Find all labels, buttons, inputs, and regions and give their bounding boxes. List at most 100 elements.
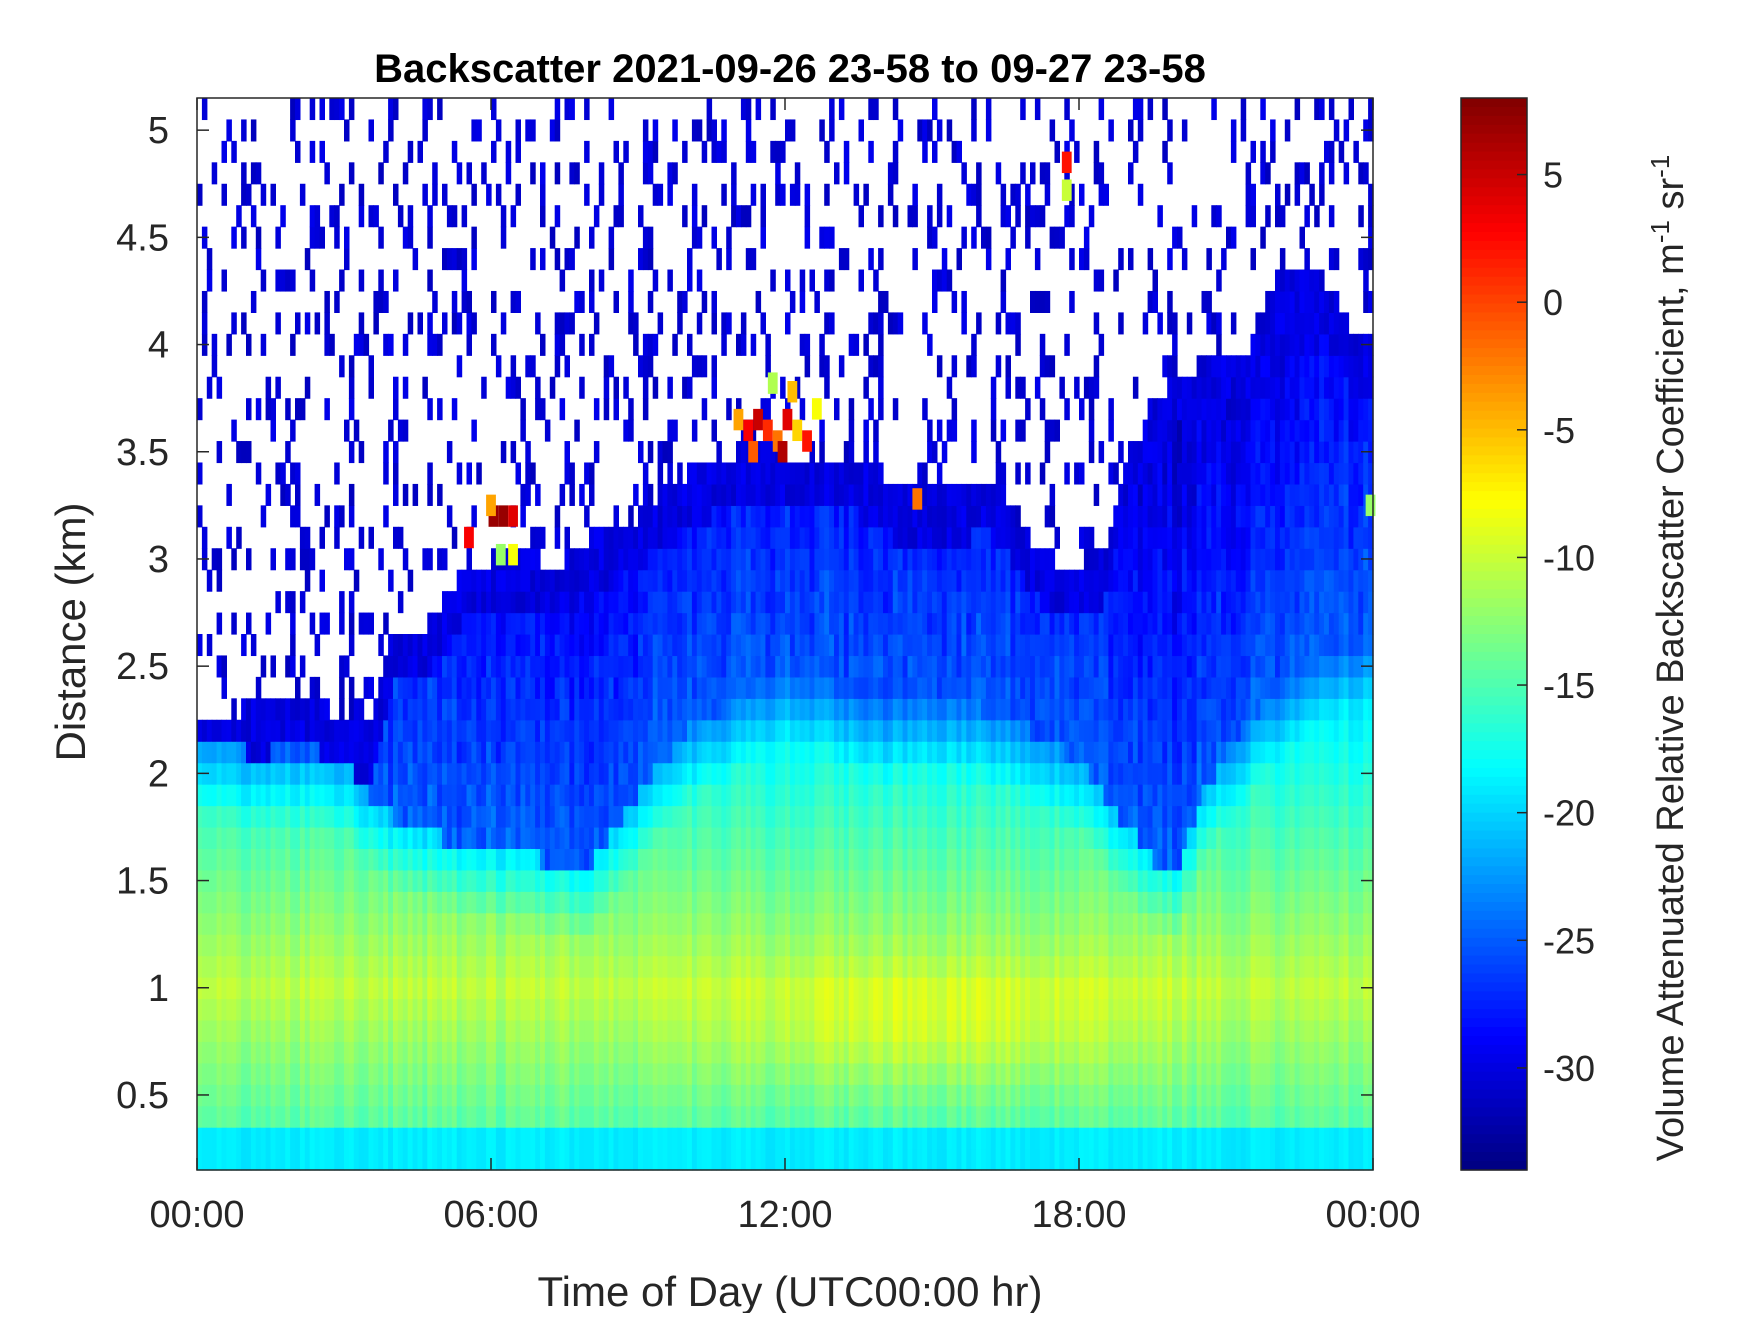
heatmap-cell <box>745 612 752 635</box>
heatmap-cell <box>843 741 850 764</box>
heatmap-cell <box>427 955 433 978</box>
heatmap-cell <box>750 1041 757 1064</box>
heatmap-cell <box>638 1148 644 1171</box>
heatmap-cell <box>618 998 624 1021</box>
heatmap-cell <box>814 1127 820 1150</box>
heatmap-cell <box>520 591 526 614</box>
heatmap-cell <box>652 1019 659 1042</box>
heatmap-cell <box>711 891 717 914</box>
heatmap-cell <box>696 784 703 807</box>
heatmap-cell <box>231 612 237 635</box>
heatmap-cell <box>598 869 605 892</box>
heatmap-cell <box>373 741 379 764</box>
heatmap-cell <box>334 891 340 914</box>
heatmap-cell <box>569 483 575 506</box>
heatmap-cell <box>628 826 634 849</box>
heatmap-cell <box>579 612 585 635</box>
heatmap-cell <box>873 719 879 742</box>
heatmap-cell <box>544 955 551 978</box>
heatmap-cell <box>789 1062 796 1085</box>
heatmap-cell <box>344 548 350 571</box>
heatmap-cell <box>422 762 428 785</box>
heatmap-cell <box>760 462 766 485</box>
heatmap-cell <box>255 676 262 699</box>
heatmap-cell <box>500 934 507 957</box>
heatmap-cell <box>544 1148 551 1171</box>
heatmap-cell <box>221 1084 227 1107</box>
heatmap-cell <box>373 934 379 957</box>
heatmap-cell <box>868 398 874 421</box>
heatmap-cell <box>255 1019 262 1042</box>
heatmap-cell <box>290 784 296 807</box>
heatmap-cell <box>824 719 830 742</box>
heatmap-cell <box>432 612 438 635</box>
heatmap-cell <box>593 1041 600 1064</box>
heatmap-cell <box>319 1062 325 1085</box>
heatmap-cell <box>603 869 610 892</box>
heatmap-cell <box>932 805 938 828</box>
heatmap-cell <box>593 1127 600 1150</box>
heatmap-cell <box>554 119 561 142</box>
heatmap-cell <box>221 784 227 807</box>
heatmap-cell <box>912 634 918 657</box>
heatmap-cell <box>358 869 365 892</box>
heatmap-cell <box>574 784 580 807</box>
heatmap-cell <box>711 569 717 592</box>
heatmap-cell <box>329 1041 335 1064</box>
heatmap-cell <box>672 912 678 935</box>
heatmap-cell <box>731 762 737 785</box>
heatmap-cell <box>868 1019 874 1042</box>
heatmap-cell <box>324 955 330 978</box>
heatmap-cell <box>500 977 507 1000</box>
heatmap-cell <box>456 355 463 378</box>
heatmap-cell <box>770 998 776 1021</box>
heatmap-cell <box>711 826 717 849</box>
heatmap-cell <box>642 1041 649 1064</box>
heatmap-cell <box>780 741 786 764</box>
heatmap-cell <box>652 548 659 571</box>
heatmap-cell <box>358 1019 365 1042</box>
heatmap-cell <box>564 741 570 764</box>
heatmap-cell <box>373 848 379 871</box>
heatmap-cell <box>638 355 644 378</box>
heatmap-cell <box>912 676 918 699</box>
heatmap-cell <box>824 1148 830 1171</box>
heatmap-cell <box>442 655 448 678</box>
heatmap-cell <box>525 569 531 592</box>
heatmap-cell <box>740 784 747 807</box>
heatmap-cell <box>285 1041 291 1064</box>
heatmap-cell <box>907 934 913 957</box>
heatmap-cell <box>760 205 766 228</box>
heatmap-cell <box>892 848 899 871</box>
heatmap-cell <box>549 119 556 142</box>
heatmap-cell <box>760 1041 766 1064</box>
heatmap-cell <box>466 1041 472 1064</box>
heatmap-cell <box>794 483 801 506</box>
heatmap-cell <box>809 719 815 742</box>
heatmap-cell <box>383 762 389 785</box>
heatmap-cell <box>500 719 507 742</box>
heatmap-cell <box>706 569 713 592</box>
heatmap-cell <box>456 248 463 271</box>
heatmap-cell <box>878 1148 884 1171</box>
heatmap-cell <box>848 548 855 571</box>
heatmap-cell <box>373 805 379 828</box>
heatmap-cell <box>549 805 556 828</box>
heatmap-cell <box>706 676 713 699</box>
heatmap-cell <box>427 891 433 914</box>
heatmap-cell <box>897 505 904 528</box>
heatmap-cell <box>589 848 595 871</box>
heatmap-cell <box>608 569 615 592</box>
heatmap-cell <box>505 805 512 828</box>
heatmap-cell <box>687 612 693 635</box>
heatmap-cell <box>922 977 928 1000</box>
heatmap-cell <box>814 955 820 978</box>
heatmap-cell <box>530 655 536 678</box>
heatmap-cell <box>843 676 850 699</box>
heatmap-cell <box>246 1105 252 1128</box>
heatmap-cell <box>417 955 423 978</box>
heatmap-cell <box>873 955 879 978</box>
heatmap-cell <box>932 826 938 849</box>
heatmap-cell <box>912 526 918 549</box>
heatmap-cell <box>638 934 644 957</box>
